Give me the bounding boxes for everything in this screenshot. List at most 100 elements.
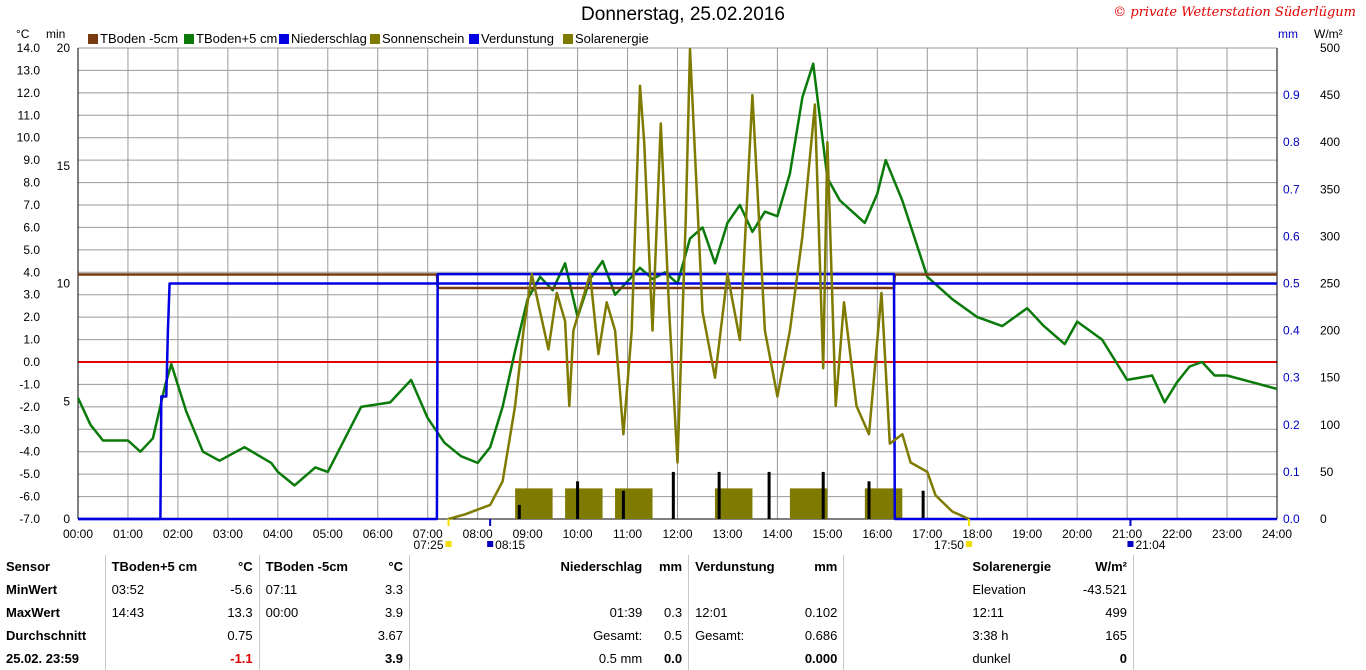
solar-value: 165: [1105, 628, 1127, 643]
series-layer: [76, 47, 1278, 521]
mm-tick-label: 0.6: [1283, 229, 1300, 243]
solar-tick-label: 400: [1320, 135, 1340, 149]
time-tick-label: 03:00: [213, 527, 243, 541]
evap-value: 0.686: [804, 628, 838, 643]
evaporation-bar: [867, 481, 871, 519]
sunrise-icon: [445, 541, 452, 547]
row-label: Durchschnitt: [6, 628, 87, 643]
tick-labels: 14.0 13.0 12.0 11.0 10.0 9.0 8.0 7.0 6.0 5.0 4.0 3.…: [17, 41, 1341, 541]
time-tick-label: 18:00: [962, 527, 992, 541]
evap-time: Gesamt:: [688, 624, 793, 647]
t5-time: 14:43: [104, 601, 217, 624]
mm-tick-label: 0.9: [1283, 88, 1300, 102]
mm-tick-label: 0.4: [1283, 324, 1300, 338]
minutes-tick-label: 5: [63, 394, 70, 408]
mm-axis-unit: mm: [1278, 27, 1298, 41]
t5-time: 03:52: [104, 578, 217, 601]
solar-tick-label: 0: [1320, 512, 1327, 526]
evap-header: Verdunstung: [688, 555, 793, 578]
stats-row-current: 25.02. 23:59 -1.1 3.9 0.5 mm 0.0 0.000 d…: [0, 647, 1366, 670]
tm5-header: TBoden -5cm: [258, 555, 367, 578]
sunrise-time-label: 07:25: [414, 538, 444, 552]
time-tick-label: 22:00: [1162, 527, 1192, 541]
moonrise-time-label: 08:15: [495, 538, 525, 552]
temp-tick-label: 2.0: [23, 310, 40, 324]
solar-tick-label: 350: [1320, 182, 1340, 196]
spacer: [1133, 624, 1366, 647]
evap-value: [793, 578, 844, 601]
time-tick-label: 15:00: [812, 527, 842, 541]
evap-value: 0.000: [804, 651, 838, 666]
stats-row-min: MinWert 03:52 -5.6 07:11 3.3 Elevation -…: [0, 578, 1366, 601]
spacer: [1133, 601, 1366, 624]
temp-tick-label: 8.0: [23, 176, 40, 190]
tm5-value: 3.9: [384, 605, 404, 620]
minutes-tick-label: 15: [57, 159, 71, 173]
time-tick-label: 07:00: [413, 527, 443, 541]
mm-tick-label: 0.5: [1283, 277, 1300, 291]
chart-title: Donnerstag, 25.02.2016: [581, 4, 785, 25]
t5-time: [104, 624, 217, 647]
mm-tick-label: 0.8: [1283, 135, 1300, 149]
copyright-text: © private Wetterstation Süderlügum: [1113, 5, 1356, 20]
spacer: [409, 578, 543, 601]
rain-value: 0.5: [663, 628, 683, 643]
temp-tick-label: 0.0: [23, 355, 40, 369]
moonset-time-label: 21:04: [1135, 538, 1165, 552]
solar-tick-label: 150: [1320, 371, 1340, 385]
sunset-time-label: 17:50: [934, 538, 964, 552]
temp-tick-label: 10.0: [17, 131, 41, 145]
temp-tick-label: -6.0: [19, 490, 40, 504]
evap-time: [688, 578, 793, 601]
sunshine-block: [615, 488, 653, 519]
stats-header-row: Sensor TBoden+5 cm °C TBoden -5cm °C Nie…: [0, 555, 1366, 578]
time-tick-label: 17:00: [912, 527, 942, 541]
legend-label: TBoden -5cm: [100, 31, 179, 46]
spacer: [409, 647, 543, 670]
tm5-unit: °C: [388, 559, 404, 574]
temp-tick-label: 9.0: [23, 153, 40, 167]
legend-swatch: [469, 34, 479, 44]
rain-value: 0.3: [663, 605, 683, 620]
rain-value: 0.0: [663, 651, 683, 666]
time-tick-label: 01:00: [113, 527, 143, 541]
temp-tick-label: 3.0: [23, 288, 40, 302]
temp-tick-label: -1.0: [19, 377, 40, 391]
rain-unit: mm: [658, 559, 683, 574]
solar-tick-label: 300: [1320, 229, 1340, 243]
rain-header: Niederschlag: [560, 559, 643, 574]
mm-tick-label: 0.2: [1283, 418, 1300, 432]
solar-label: 12:11: [972, 605, 1004, 620]
solar-label: 3:38 h: [972, 628, 1009, 643]
temp-tick-label: 13.0: [17, 63, 41, 77]
statistics-table: Sensor TBoden+5 cm °C TBoden -5cm °C Nie…: [0, 555, 1366, 670]
evaporation-bar: [621, 490, 625, 519]
t5-unit: °C: [238, 559, 253, 574]
tm5-time: 07:11: [258, 578, 367, 601]
time-tick-label: 05:00: [313, 527, 343, 541]
spacer: [1133, 647, 1366, 670]
row-label: MinWert: [6, 582, 58, 597]
mm-tick-label: 0.7: [1283, 182, 1300, 196]
tm5-time: [258, 624, 367, 647]
sunshine-block: [789, 488, 828, 519]
time-tick-label: 24:00: [1262, 527, 1292, 541]
tm5-time: [258, 647, 367, 670]
weather-chart: 14.0 13.0 12.0 11.0 10.0 9.0 8.0 7.0 6.0 5.0 4.0 3.…: [17, 41, 1341, 552]
time-tick-label: 23:00: [1212, 527, 1242, 541]
sensor-header: Sensor: [6, 559, 51, 574]
t5-value: -5.6: [230, 582, 253, 597]
t5-value: 13.3: [227, 605, 253, 620]
sunshine-block: [515, 488, 553, 519]
legend-swatch: [370, 34, 380, 44]
tm5-time: 00:00: [258, 601, 367, 624]
solar-tick-label: 200: [1320, 324, 1340, 338]
evap-time: [688, 647, 793, 670]
legend-label: Solarenergie: [575, 31, 649, 46]
time-tick-label: 13:00: [712, 527, 742, 541]
solar-tick-label: 450: [1320, 88, 1340, 102]
rain-time: [542, 578, 648, 601]
tm5-value: 3.9: [384, 651, 404, 666]
time-tick-label: 11:00: [613, 527, 642, 541]
time-tick-label: 19:00: [1012, 527, 1042, 541]
